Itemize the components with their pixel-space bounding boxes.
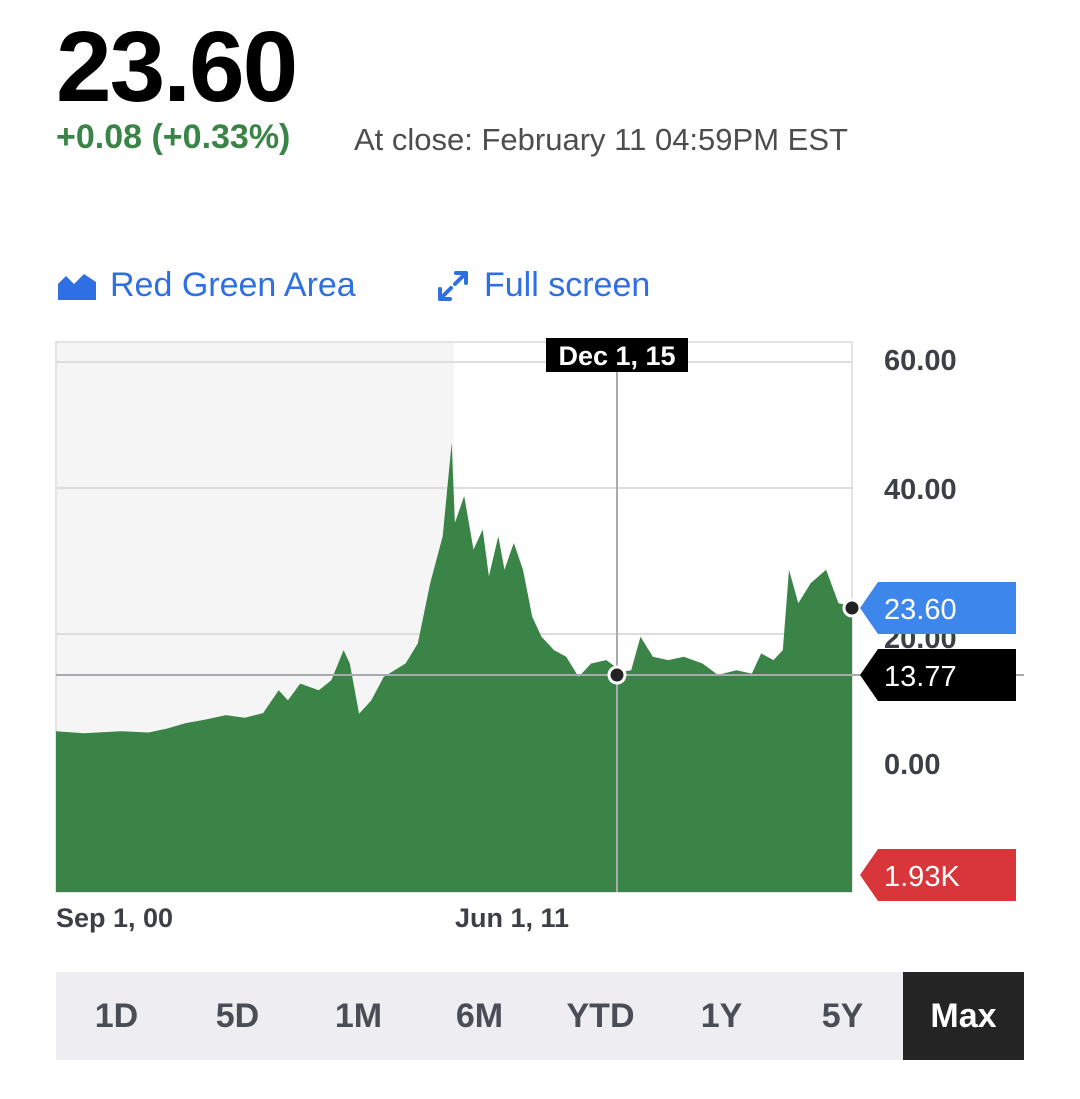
crosshair-value-badge xyxy=(860,649,1016,701)
y-tick-label: 0.00 xyxy=(884,749,940,781)
crosshair-point xyxy=(607,665,627,685)
full-screen-button[interactable]: Full screen xyxy=(436,266,650,305)
price-area-chart[interactable]: 60.00 40.00 20.00 0.00 Dec 1, 15 23.60 1… xyxy=(0,320,1080,950)
area-chart-icon xyxy=(58,272,96,300)
x-tick-label: Jun 1, 11 xyxy=(455,903,569,933)
crosshair-date-badge xyxy=(546,338,688,372)
crosshair-value-label: 13.77 xyxy=(884,661,957,693)
range-tab-1d[interactable]: 1D xyxy=(94,996,139,1035)
range-tab-5d[interactable]: 5D xyxy=(215,996,260,1035)
current-price-point xyxy=(842,598,862,618)
range-tab-1m[interactable]: 1M xyxy=(334,996,383,1035)
range-tab-ytd[interactable]: YTD xyxy=(566,996,635,1035)
y-tick-label: 40.00 xyxy=(884,474,957,506)
range-tab-1y[interactable]: 1Y xyxy=(700,996,743,1035)
crosshair-date-label: Dec 1, 15 xyxy=(558,341,675,371)
full-screen-label: Full screen xyxy=(484,266,651,304)
current-price-badge-label: 23.60 xyxy=(884,594,957,626)
volume-badge xyxy=(860,849,1016,901)
range-tab-6m[interactable]: 6M xyxy=(455,996,504,1035)
current-price: 23.60 xyxy=(56,11,298,123)
range-tab-5y[interactable]: 5Y xyxy=(821,996,864,1035)
price-area xyxy=(56,442,852,892)
range-tab-max[interactable]: Max xyxy=(903,972,1024,1060)
x-tick-label: Sep 1, 00 xyxy=(56,903,173,933)
chart-type-button[interactable]: Red Green Area xyxy=(58,266,356,305)
volume-badge-label: 1.93K xyxy=(884,861,960,893)
range-selector: 1D 5D 1M 6M YTD 1Y 5Y Max xyxy=(56,972,1024,1060)
chart-type-label: Red Green Area xyxy=(110,266,356,304)
y-tick-label: 60.00 xyxy=(884,345,957,377)
expand-arrows-icon xyxy=(436,269,470,303)
price-change: +0.08 (+0.33%) xyxy=(56,118,291,156)
close-timestamp: At close: February 11 04:59PM EST xyxy=(354,122,848,157)
current-price-badge xyxy=(860,582,1016,634)
